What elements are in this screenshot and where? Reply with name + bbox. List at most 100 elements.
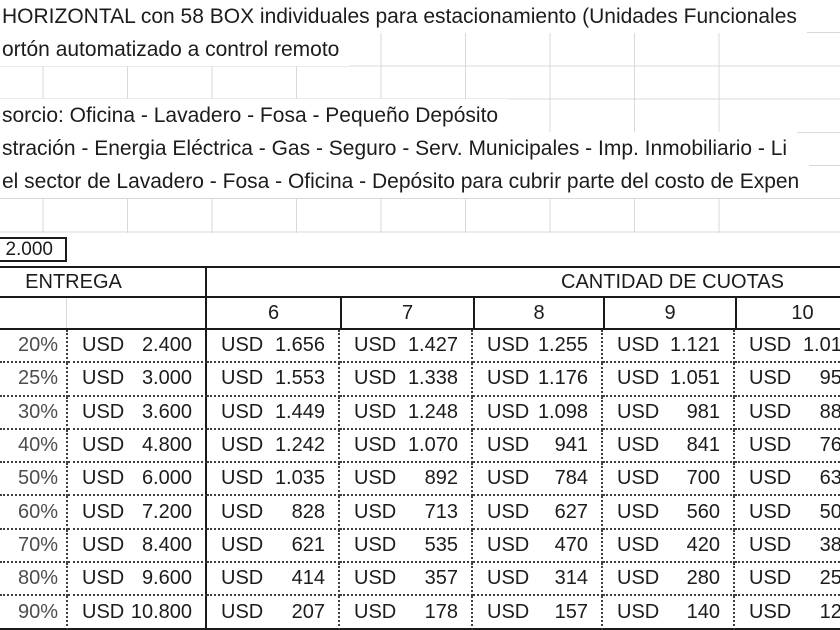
cuota-amount-cell-10[interactable]: USD 1.014 <box>735 330 840 364</box>
amount-value: 1.098 <box>537 400 588 423</box>
currency-label: USD <box>82 367 125 390</box>
currency-label: USD <box>617 567 660 590</box>
note-line-servicios[interactable]: stración - Energia Eléctrica - Gas - Seg… <box>0 132 798 165</box>
entrega-percent-cell[interactable]: 80% <box>0 563 68 597</box>
currency-label: USD <box>354 600 397 623</box>
entrega-amount-cell[interactable]: USD 6.000 <box>68 463 207 497</box>
entrega-percent-cell[interactable]: 90% <box>0 596 68 630</box>
cuota-count-cell-6[interactable]: 6 <box>207 298 340 330</box>
currency-label: USD <box>617 434 660 457</box>
note-line-consorcio[interactable]: sorcio: Oficina - Lavadero - Fosa - Pequ… <box>0 99 509 132</box>
cuotas-header-cell[interactable]: CANTIDAD DE CUOTAS <box>207 266 840 298</box>
entrega-amount-cell[interactable]: USD 2.400 <box>68 330 207 364</box>
cuota-amount-cell-9[interactable]: USD 1.051 <box>603 363 735 397</box>
cuota-amount-cell-6[interactable]: USD 1.242 <box>207 429 340 464</box>
entrega-amount-cell[interactable]: USD 4.800 <box>68 429 207 464</box>
cuota-amount-cell-6[interactable]: USD 1.553 <box>207 363 340 397</box>
amount-value: 634 <box>819 467 840 490</box>
cuota-amount-cell-8[interactable]: USD 627 <box>473 496 603 530</box>
cuota-amount-cell-8[interactable]: USD 314 <box>473 563 603 597</box>
cuota-amount-cell-8[interactable]: USD 941 <box>473 429 603 464</box>
cuota-amount-cell-10[interactable]: USD 760 <box>735 429 840 464</box>
entrega-amount-cell[interactable]: USD 8.400 <box>68 529 207 564</box>
cuota-amount-cell-7[interactable]: USD 1.070 <box>340 429 473 464</box>
cuota-amount-cell-7[interactable]: USD 535 <box>340 529 473 564</box>
currency-label: USD <box>487 400 530 423</box>
cuota-count-cell-10[interactable]: 10 <box>735 298 840 330</box>
currency-label: USD <box>221 400 264 423</box>
entrega-percent-cell[interactable]: 60% <box>0 496 68 530</box>
currency-label: USD <box>487 533 530 556</box>
cuota-amount-cell-6[interactable]: USD 1.656 <box>207 330 340 364</box>
currency-label: USD <box>221 467 264 490</box>
cuota-amount-cell-9[interactable]: USD 841 <box>603 429 735 464</box>
cuota-count-cell-7[interactable]: 7 <box>340 298 473 330</box>
entrega-amount-cell[interactable]: USD 3.000 <box>68 363 207 397</box>
entrega-subheader-cell[interactable] <box>0 298 207 330</box>
cuota-amount-cell-7[interactable]: USD 178 <box>340 596 473 630</box>
cuota-amount-cell-9[interactable]: USD 981 <box>603 396 735 430</box>
amount-value: 140 <box>686 600 720 623</box>
cuota-count-cell-9[interactable]: 9 <box>603 298 735 330</box>
cuota-amount-cell-9[interactable]: USD 420 <box>603 529 735 564</box>
currency-label: USD <box>82 600 125 623</box>
entrega-header-cell[interactable]: ENTREGA <box>0 266 207 298</box>
note-line-porton[interactable]: ortón automatizado a control remoto <box>0 33 350 66</box>
cuota-amount-cell-6[interactable]: USD 1.449 <box>207 396 340 430</box>
cuota-amount-cell-9[interactable]: USD 1.121 <box>603 330 735 364</box>
cuota-amount-cell-9[interactable]: USD 280 <box>603 563 735 597</box>
currency-label: USD <box>617 500 660 523</box>
cuota-amount-cell-7[interactable]: USD 1.248 <box>340 396 473 430</box>
entrega-percent-cell[interactable]: 30% <box>0 396 68 430</box>
entrega-percent-cell[interactable]: 70% <box>0 529 68 564</box>
entrega-amount-cell[interactable]: USD 7.200 <box>68 496 207 530</box>
entrega-percent-cell[interactable]: 20% <box>0 330 68 364</box>
cuota-amount-cell-10[interactable]: USD 380 <box>735 529 840 564</box>
cuota-amount-cell-7[interactable]: USD 892 <box>340 463 473 497</box>
cuota-amount-cell-6[interactable]: USD 414 <box>207 563 340 597</box>
cuota-amount-cell-9[interactable]: USD 560 <box>603 496 735 530</box>
note-line-title[interactable]: HORIZONTAL con 58 BOX individuales para … <box>0 0 807 33</box>
entrega-amount-cell[interactable]: USD 3.600 <box>68 396 207 430</box>
cuota-amount-cell-8[interactable]: USD 1.176 <box>473 363 603 397</box>
note-line-sector[interactable]: el sector de Lavadero - Fosa - Oficina -… <box>0 165 810 198</box>
cuota-amount-cell-8[interactable]: USD 157 <box>473 596 603 630</box>
cuota-count-cell-8[interactable]: 8 <box>473 298 603 330</box>
entrega-percent-cell[interactable]: 40% <box>0 429 68 464</box>
amount-value: 713 <box>424 500 458 523</box>
cuota-amount-cell-6[interactable]: USD 1.035 <box>207 463 340 497</box>
cuota-amount-cell-7[interactable]: USD 713 <box>340 496 473 530</box>
amount-value: 10.800 <box>130 600 192 623</box>
cuota-amount-cell-8[interactable]: USD 1.098 <box>473 396 603 430</box>
amount-value: 253 <box>819 567 840 590</box>
cuota-amount-cell-6[interactable]: USD 621 <box>207 529 340 564</box>
cuota-amount-cell-10[interactable]: USD 253 <box>735 563 840 597</box>
amount-value: 1.553 <box>274 367 325 390</box>
entrega-percent-cell[interactable]: 50% <box>0 463 68 497</box>
amount-value: 507 <box>819 500 840 523</box>
cuota-amount-cell-10[interactable]: USD 127 <box>735 596 840 630</box>
amount-value: 380 <box>819 533 840 556</box>
cuota-amount-cell-10[interactable]: USD 950 <box>735 363 840 397</box>
entrega-percent-cell[interactable]: 25% <box>0 363 68 397</box>
cuota-amount-cell-9[interactable]: USD 700 <box>603 463 735 497</box>
amount-value: 178 <box>424 600 458 623</box>
cuota-amount-cell-6[interactable]: USD 828 <box>207 496 340 530</box>
amount-value: 1.176 <box>537 367 588 390</box>
price-cell[interactable]: 2.000 <box>0 237 67 262</box>
cuota-amount-cell-7[interactable]: USD 1.338 <box>340 363 473 397</box>
cuota-amount-cell-6[interactable]: USD 207 <box>207 596 340 630</box>
entrega-amount-cell[interactable]: USD 9.600 <box>68 563 207 597</box>
cuota-amount-cell-8[interactable]: USD 470 <box>473 529 603 564</box>
cuota-amount-cell-10[interactable]: USD 634 <box>735 463 840 497</box>
cuota-amount-cell-10[interactable]: USD 507 <box>735 496 840 530</box>
currency-label: USD <box>617 334 660 357</box>
entrega-amount-cell[interactable]: USD 10.800 <box>68 596 207 630</box>
cuota-amount-cell-10[interactable]: USD 887 <box>735 396 840 430</box>
cuota-amount-cell-8[interactable]: USD 784 <box>473 463 603 497</box>
cuota-amount-cell-7[interactable]: USD 357 <box>340 563 473 597</box>
note-row-3: sorcio: Oficina - Lavadero - Fosa - Pequ… <box>0 99 509 132</box>
cuota-amount-cell-9[interactable]: USD 140 <box>603 596 735 630</box>
cuota-amount-cell-7[interactable]: USD 1.427 <box>340 330 473 364</box>
cuota-amount-cell-8[interactable]: USD 1.255 <box>473 330 603 364</box>
